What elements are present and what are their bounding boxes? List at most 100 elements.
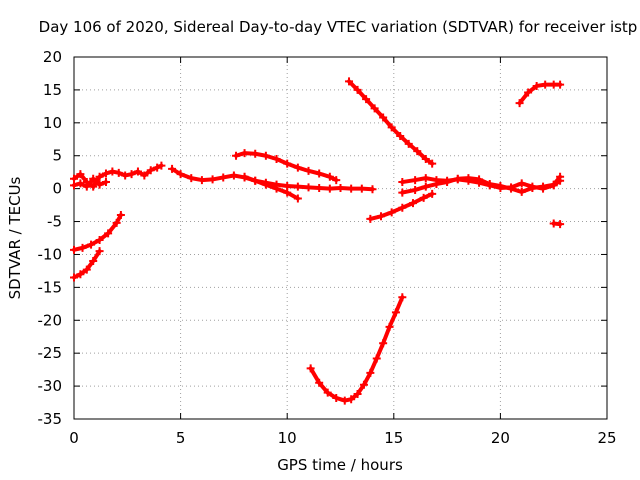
data-point — [108, 167, 117, 176]
data-point — [353, 85, 362, 94]
x-tick-label: 0 — [69, 429, 79, 447]
data-point — [507, 184, 516, 193]
data-point — [133, 167, 142, 176]
data-point — [347, 395, 356, 404]
data-point — [475, 175, 484, 184]
data-point — [304, 166, 313, 175]
data-point — [357, 184, 366, 193]
data-point — [347, 184, 356, 193]
data-point — [345, 77, 354, 86]
data-point — [272, 184, 281, 193]
data-point — [293, 163, 302, 172]
data-point — [528, 183, 537, 192]
plot-frame — [73, 56, 608, 420]
data-series — [240, 172, 302, 203]
data-point — [387, 208, 396, 217]
data-point — [146, 166, 155, 175]
data-point — [70, 245, 78, 254]
data-point — [515, 99, 524, 108]
data-point — [556, 172, 565, 181]
data-point — [366, 214, 375, 223]
data-point — [325, 184, 334, 193]
y-tick-labels: -35 -30 -25 -20 -15 -10 -5 0 5 10 15 20 — [38, 48, 63, 428]
data-point — [240, 149, 249, 158]
data-point — [541, 80, 550, 89]
data-point — [95, 180, 104, 189]
data-point — [101, 178, 110, 187]
data-point — [396, 131, 405, 140]
y-axis-label: SDTVAR / TECUs — [6, 176, 24, 299]
data-point — [261, 180, 270, 189]
data-point — [127, 170, 136, 179]
data-point — [464, 174, 473, 183]
data-point — [556, 220, 565, 229]
data-point — [95, 247, 104, 256]
y-tick-label: 5 — [52, 147, 62, 165]
data-point — [432, 180, 441, 189]
data-point — [95, 172, 104, 181]
data-point — [82, 182, 91, 191]
data-point — [336, 183, 345, 192]
data-point — [197, 176, 206, 185]
data-point — [95, 235, 104, 244]
chart-title: Day 106 of 2020, Sidereal Day-to-day VTE… — [39, 18, 638, 36]
data-marks — [70, 77, 565, 405]
data-point — [315, 378, 324, 387]
data-point — [370, 104, 379, 113]
data-series — [398, 172, 565, 197]
axis-ticks — [73, 56, 608, 420]
data-point — [428, 159, 437, 168]
data-point — [359, 380, 368, 389]
data-point — [398, 293, 407, 302]
data-point — [496, 182, 505, 191]
data-point — [208, 175, 217, 184]
data-point — [304, 183, 313, 192]
data-point — [408, 199, 417, 208]
data-point — [556, 80, 565, 89]
data-series — [306, 293, 407, 405]
x-tick-label: 10 — [278, 429, 297, 447]
data-point — [385, 322, 394, 331]
data-point — [325, 172, 334, 181]
data-point — [517, 179, 526, 188]
data-point — [332, 393, 341, 402]
data-point — [398, 203, 407, 212]
data-point — [532, 81, 541, 90]
data-point — [411, 185, 420, 194]
y-tick-label: 0 — [52, 180, 62, 198]
series-trace — [72, 212, 123, 252]
data-point — [398, 178, 407, 187]
y-tick-label: -5 — [47, 213, 62, 231]
data-point — [251, 176, 260, 185]
data-point — [419, 193, 428, 202]
data-point — [116, 210, 125, 219]
x-tick-label: 5 — [176, 429, 186, 447]
data-point — [443, 178, 452, 187]
data-point — [387, 123, 396, 132]
y-tick-label: 15 — [43, 81, 62, 99]
data-point — [428, 189, 437, 198]
data-point — [485, 180, 494, 189]
data-point — [76, 179, 85, 188]
data-point — [353, 389, 362, 398]
data-point — [340, 396, 349, 405]
data-point — [379, 339, 388, 348]
series-trace — [308, 295, 405, 403]
data-point — [366, 368, 375, 377]
data-point — [549, 180, 558, 189]
data-point — [306, 364, 315, 373]
data-point — [539, 182, 548, 191]
data-series — [70, 247, 104, 282]
data-point — [293, 182, 302, 191]
data-point — [219, 173, 228, 182]
data-point — [168, 164, 177, 173]
data-point — [87, 240, 96, 249]
y-tick-label: -15 — [38, 278, 63, 296]
data-point — [229, 171, 238, 180]
data-point — [421, 182, 430, 191]
data-series — [515, 80, 565, 108]
data-point — [114, 168, 123, 177]
data-series — [70, 174, 110, 191]
data-point — [391, 308, 400, 317]
data-point — [78, 243, 87, 252]
